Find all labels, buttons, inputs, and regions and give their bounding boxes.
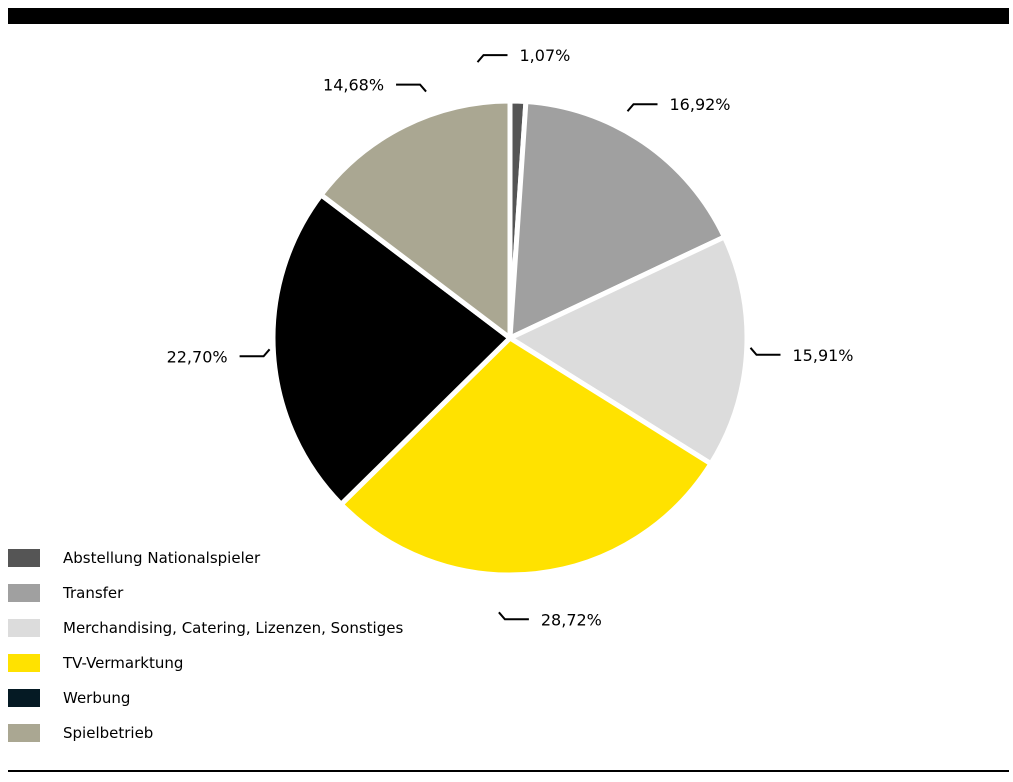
label-leader-merchandising-catering-lizenzen-sonstiges [749, 347, 781, 356]
legend: Abstellung Nationalspieler Transfer Merc… [8, 547, 403, 757]
legend-label: Spielbetrieb [63, 724, 154, 742]
legend-swatch [8, 724, 40, 742]
legend-label: Abstellung Nationalspieler [63, 549, 261, 567]
label-leader-abstellung-nationalspieler [476, 54, 508, 63]
label-leader-spielbetrieb [396, 83, 427, 93]
footer-rule [8, 770, 1009, 772]
legend-label: Werbung [63, 689, 131, 707]
label-leader-tv-vermarktung [498, 611, 529, 621]
legend-swatch [8, 619, 40, 637]
pie-label-merchandising-catering-lizenzen-sonstiges: 15,91% [793, 346, 854, 365]
pie-label-transfer: 16,92% [670, 95, 731, 114]
pie-slice-tv-vermarktung [338, 335, 714, 578]
legend-item-transfer: Transfer [8, 582, 403, 617]
pie-slice-spielbetrieb [318, 98, 513, 341]
legend-item-abstellung-nationalspieler: Abstellung Nationalspieler [8, 547, 403, 582]
pie-label-tv-vermarktung: 28,72% [541, 610, 602, 629]
label-leader-werbung [239, 348, 271, 358]
legend-swatch [8, 584, 40, 602]
legend-swatch [8, 689, 40, 707]
pie-labels: 1,07% 16,92% 15,91% 28,72% 22,70% 14,68% [167, 46, 854, 629]
pie-label-abstellung-nationalspieler: 1,07% [520, 46, 571, 65]
label-leader-transfer [626, 103, 658, 112]
legend-item-merchandising: Merchandising, Catering, Lizenzen, Sonst… [8, 617, 403, 652]
legend-item-spielbetrieb: Spielbetrieb [8, 722, 403, 757]
legend-label: Merchandising, Catering, Lizenzen, Sonst… [63, 619, 404, 637]
header-bar [8, 8, 1009, 24]
legend-item-tv-vermarktung: TV-Vermarktung [8, 652, 403, 687]
pie-slice-werbung [270, 192, 513, 507]
legend-label: Transfer [63, 584, 124, 602]
legend-swatch [8, 654, 40, 672]
pie-slice-transfer [507, 99, 727, 341]
legend-swatch [8, 549, 40, 567]
legend-item-werbung: Werbung [8, 687, 403, 722]
legend-label: TV-Vermarktung [63, 654, 184, 672]
pie-label-spielbetrieb: 14,68% [323, 76, 384, 95]
pie-slice-merchandising-catering-lizenzen-sonstiges [507, 234, 750, 467]
pie-slices [270, 98, 750, 578]
pie-label-werbung: 22,70% [167, 347, 228, 366]
